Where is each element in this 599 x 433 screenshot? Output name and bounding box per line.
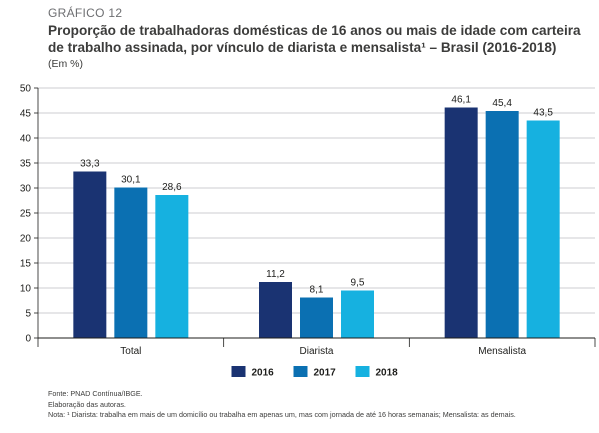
y-tick-label: 40 (20, 134, 32, 145)
bar-2016-diarista (259, 282, 292, 338)
bar-2017-diarista (300, 297, 333, 338)
y-tick-label: 0 (25, 334, 31, 345)
x-tick-label: Diarista (300, 346, 334, 357)
unit-label: (Em %) (48, 58, 83, 70)
y-tick-label: 10 (20, 284, 32, 295)
chart-notes: Fonte: PNAD Contínua/IBGE. Elaboração da… (48, 389, 593, 421)
data-label: 45,4 (492, 98, 512, 109)
x-tick-label: Mensalista (478, 346, 526, 357)
y-tick-label: 5 (25, 309, 31, 320)
y-axis: 0 5 10 15 20 25 30 35 40 45 50 (20, 84, 39, 345)
data-label: 28,6 (162, 182, 182, 193)
figure-header: GRÁFICO 12 Proporção de trabalhadoras do… (48, 6, 593, 71)
bar-2016-total (73, 171, 107, 338)
legend-swatch-2016 (231, 366, 246, 377)
chart-title: Proporção de trabalhadoras domésticas de… (48, 23, 581, 55)
y-tick-label: 15 (20, 259, 32, 270)
data-label: 8,1 (310, 285, 324, 296)
legend-swatch-2017 (293, 366, 308, 377)
y-tick-label: 30 (20, 184, 32, 195)
data-label: 9,5 (351, 278, 365, 289)
bar-2018-total (155, 195, 189, 338)
data-label: 11,2 (266, 269, 285, 280)
bar-2018-mensalista (526, 120, 560, 338)
bar-2016-mensalista (444, 107, 478, 338)
bar-2017-mensalista (485, 111, 519, 338)
y-tick-label: 35 (20, 159, 32, 170)
y-tick-label: 25 (20, 209, 32, 220)
footnote: Nota: ¹ Diarista: trabalha em mais de um… (48, 410, 516, 419)
legend-label: 2017 (314, 368, 337, 379)
data-label: 30,1 (121, 175, 141, 186)
legend-swatch-2018 (355, 366, 370, 377)
legend-label: 2016 (252, 368, 275, 379)
source-note: Fonte: PNAD Contínua/IBGE. (48, 389, 143, 398)
y-tick-label: 50 (20, 84, 32, 95)
y-tick-label: 45 (20, 109, 32, 120)
bars (73, 107, 560, 338)
bar-2017-total (114, 187, 148, 338)
y-tick-label: 20 (20, 234, 32, 245)
elaboration-note: Elaboração das autoras. (48, 399, 126, 409)
legend: 2016 2017 2018 (231, 366, 399, 379)
data-label: 46,1 (451, 95, 471, 106)
figure-label: GRÁFICO 12 (48, 6, 123, 20)
data-label: 43,5 (533, 108, 553, 119)
bar-2018-diarista (341, 290, 374, 338)
x-axis: Total Diarista Mensalista (37, 337, 596, 357)
x-tick-label: Total (120, 346, 141, 357)
value-labels: 33,3 30,1 28,6 11,2 8,1 9,5 46,1 45,4 43,5 (80, 95, 553, 296)
legend-label: 2018 (376, 368, 399, 379)
data-label: 33,3 (80, 159, 100, 170)
